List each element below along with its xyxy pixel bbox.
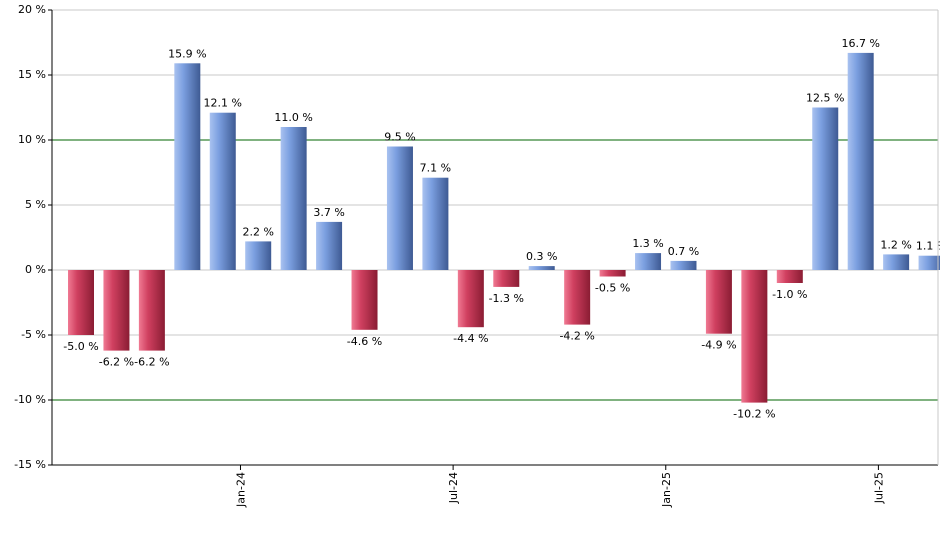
bar-positive [209, 112, 236, 270]
data-label: 15.9 % [168, 47, 206, 60]
y-tick-label: -5 % [21, 328, 46, 341]
y-tick-label: -10 % [14, 393, 46, 406]
bar-positive [280, 127, 307, 270]
bar-positive [528, 266, 555, 270]
bar-negative [351, 270, 378, 330]
y-tick-label: -15 % [14, 458, 46, 471]
bar-positive [422, 177, 449, 270]
data-label: 1.3 % [632, 237, 663, 250]
data-label: 3.7 % [313, 206, 344, 219]
bar-negative [564, 270, 591, 325]
data-label: -1.3 % [489, 292, 524, 305]
data-label: 9.5 % [384, 131, 415, 144]
y-tick-label: 0 % [25, 263, 46, 276]
bar-positive [918, 255, 940, 270]
bar-negative [457, 270, 484, 328]
bar-positive [670, 260, 697, 270]
data-label: 12.5 % [806, 92, 844, 105]
bar-positive [316, 221, 343, 270]
bar-negative [103, 270, 130, 351]
data-label: 11.0 % [274, 111, 312, 124]
data-label: 0.3 % [526, 250, 557, 263]
data-label: -4.2 % [559, 330, 594, 343]
bars [68, 52, 940, 403]
data-label: -4.4 % [453, 332, 488, 345]
bar-positive [245, 241, 272, 270]
bar-positive [812, 107, 839, 270]
bar-negative [68, 270, 94, 335]
data-label: -10.2 % [733, 408, 775, 421]
data-label: -0.5 % [595, 282, 630, 295]
data-label: 1.2 % [880, 238, 911, 251]
bar-negative [741, 270, 768, 403]
x-tick-label: Jan-25 [660, 472, 673, 508]
axes: 20 % 15 % 10 % 5 % 0 % -5 % -10 % -15 % Jan-24 Ju… [14, 3, 939, 508]
data-label: 2.2 % [242, 225, 273, 238]
bar-positive [174, 63, 201, 270]
y-tick-label: 15 % [18, 68, 46, 81]
bar-positive [883, 254, 910, 270]
x-tick-label: Jul-25 [872, 472, 885, 504]
y-tick-label: 5 % [25, 198, 46, 211]
bar-positive [847, 52, 874, 271]
data-label: -5.0 % [63, 340, 98, 353]
x-tick-label: Jul-24 [447, 472, 460, 504]
y-tick-label: 20 % [18, 3, 46, 16]
bar-positive [386, 146, 413, 270]
data-label: 7.1 % [420, 162, 451, 175]
data-label: -4.9 % [701, 339, 736, 352]
bar-negative [493, 270, 520, 287]
data-label: -4.6 % [347, 335, 382, 348]
bar-negative [599, 270, 626, 277]
data-label: -6.2 % [99, 356, 134, 369]
data-label: 12.1 % [204, 97, 242, 110]
bar-negative [776, 270, 803, 283]
x-tick-label: Jan-24 [234, 472, 247, 508]
data-labels: -5.0 %-6.2 % -6.2 %15.9 %12.1 %2.2 %11.0 … [63, 37, 940, 421]
data-label: -1.0 % [772, 288, 807, 301]
data-label: -6.2 % [134, 356, 169, 369]
bar-positive [635, 253, 662, 270]
data-label: 16.7 % [841, 37, 879, 50]
bar-negative [705, 270, 732, 334]
data-label: 0.7 % [668, 245, 699, 258]
y-tick-label: 10 % [18, 133, 46, 146]
data-label: 1.1 % [916, 240, 940, 253]
bar-negative [138, 270, 165, 351]
